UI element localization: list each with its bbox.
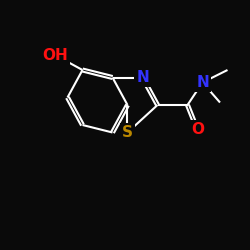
Text: O: O (191, 122, 204, 138)
Text: OH: OH (42, 48, 68, 62)
Text: N: N (196, 75, 209, 90)
Text: N: N (136, 70, 149, 85)
Text: S: S (122, 125, 133, 140)
